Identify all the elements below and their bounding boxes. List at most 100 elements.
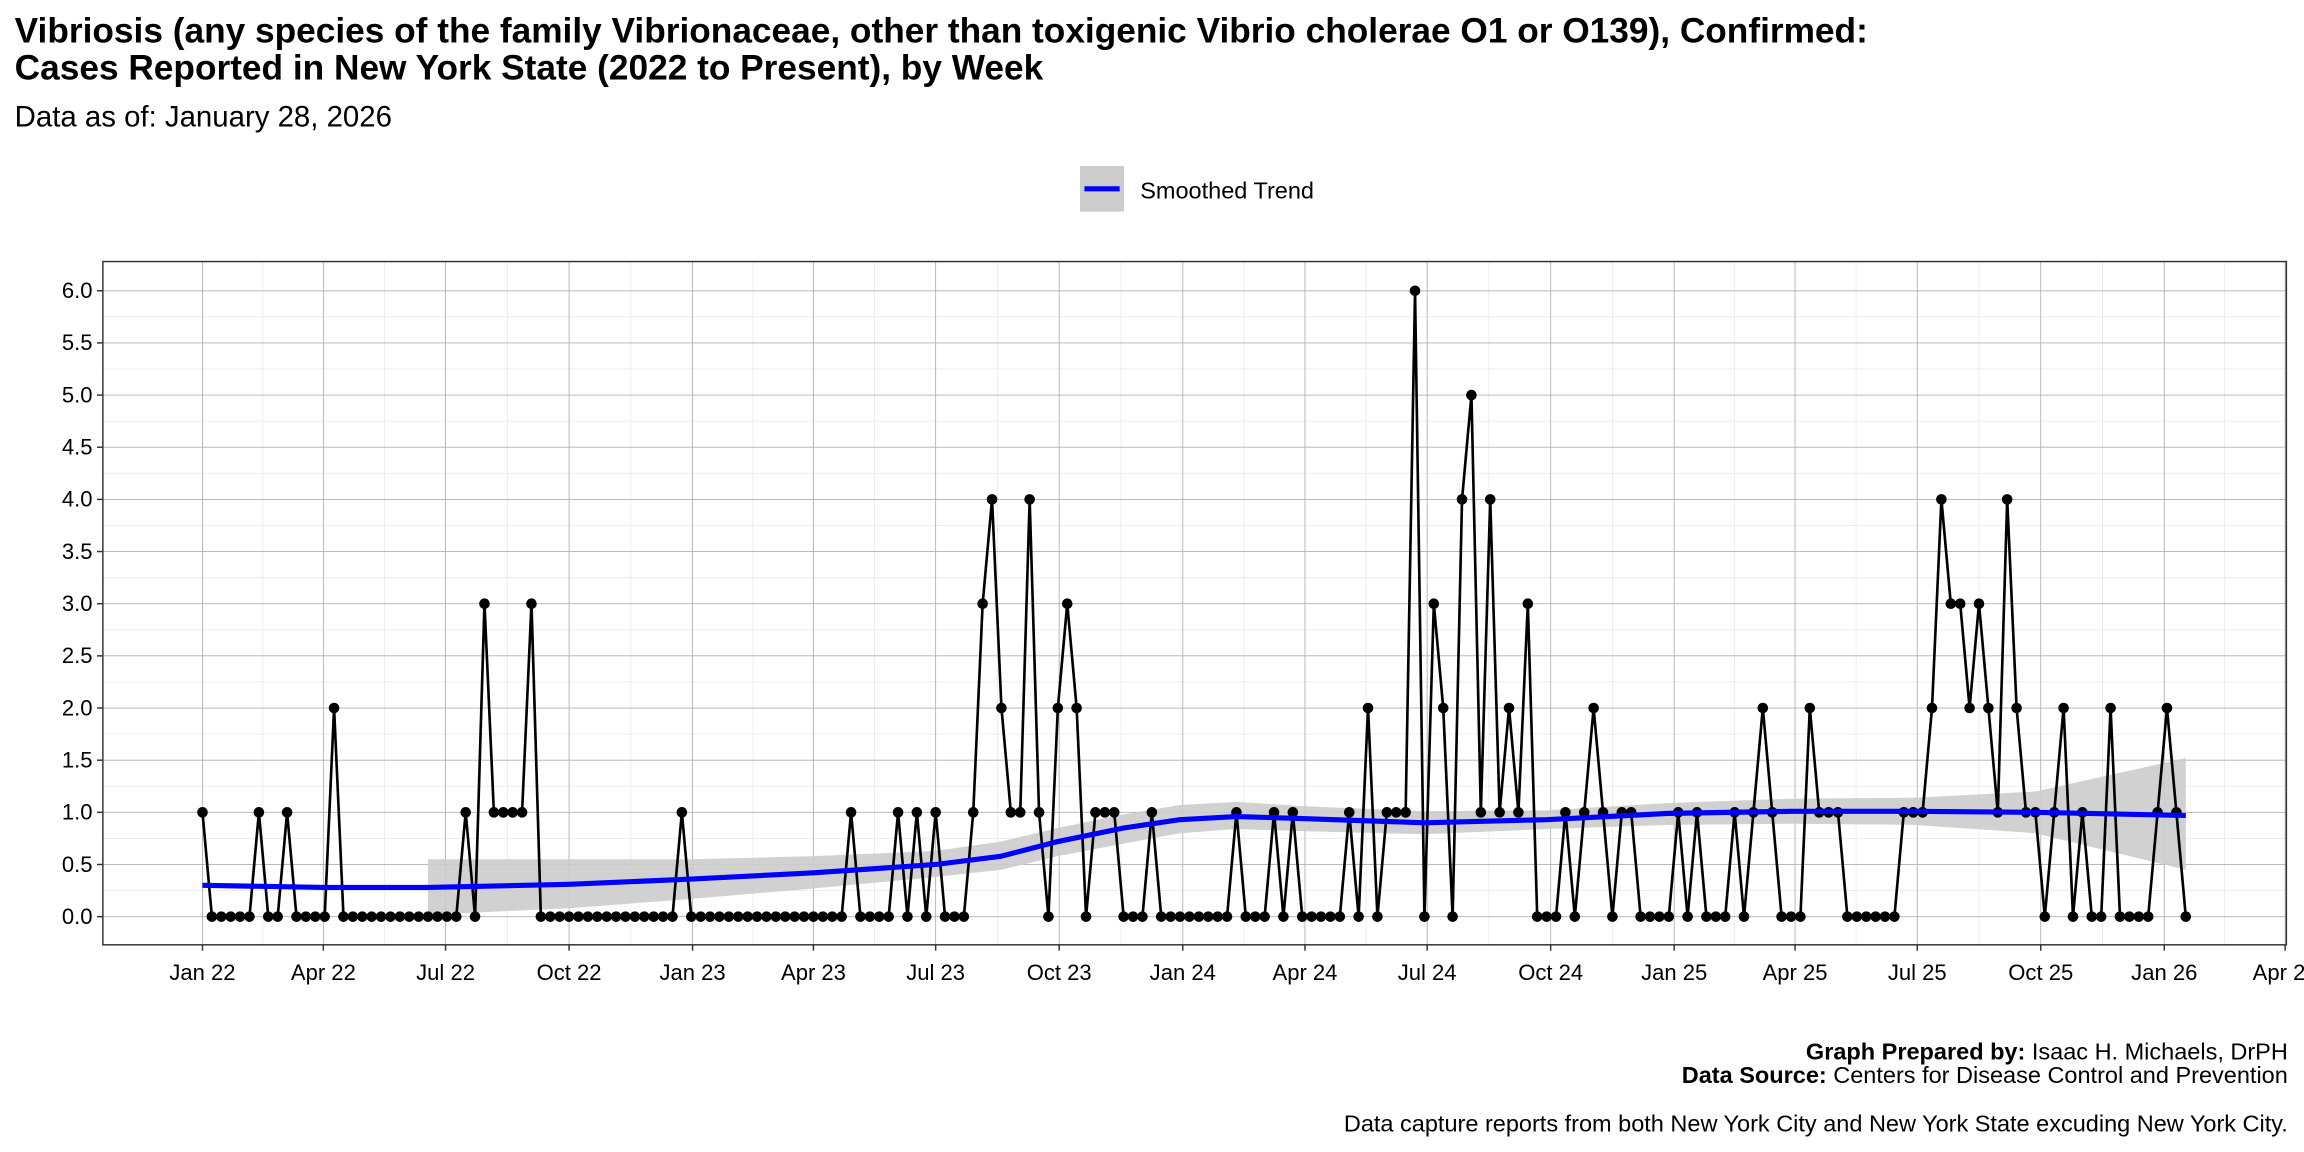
data-point xyxy=(507,807,518,818)
data-point xyxy=(1052,702,1064,714)
data-point xyxy=(826,911,838,922)
x-tick-label: Jul 22 xyxy=(416,960,475,985)
data-point xyxy=(328,702,340,714)
data-point xyxy=(1353,911,1364,922)
data-point xyxy=(1400,807,1411,818)
data-point xyxy=(1964,702,1975,714)
data-point xyxy=(883,911,894,922)
data-point xyxy=(1437,702,1449,714)
data-point xyxy=(855,911,866,922)
footer-note: Data capture reports from both New York … xyxy=(1344,1110,2288,1136)
data-point xyxy=(197,807,208,818)
data-point xyxy=(1879,911,1891,922)
footer-prepared: Graph Prepared by: Isaac H. Michaels, Dr… xyxy=(1806,1038,2288,1064)
x-tick-label: Jan 23 xyxy=(660,960,726,985)
data-point xyxy=(2039,911,2051,922)
data-point xyxy=(2086,911,2098,922)
data-point xyxy=(845,807,857,818)
data-point xyxy=(2133,911,2145,922)
data-point xyxy=(1390,807,1402,818)
data-point xyxy=(573,911,584,922)
y-tick-label: 3.5 xyxy=(62,539,93,564)
data-point xyxy=(385,911,396,922)
data-point xyxy=(1701,911,1712,922)
x-tick-label: Apr 25 xyxy=(1763,960,1828,985)
data-point xyxy=(629,911,641,922)
data-point xyxy=(375,911,387,922)
data-point xyxy=(1936,494,1947,505)
data-point xyxy=(244,911,255,922)
data-point xyxy=(422,911,434,922)
footer-source: Data Source: Centers for Disease Control… xyxy=(1682,1062,2288,1088)
data-point xyxy=(1550,911,1562,922)
data-point xyxy=(1296,911,1308,922)
data-point xyxy=(1278,911,1289,922)
data-point xyxy=(967,807,979,818)
data-point xyxy=(2161,702,2173,714)
data-point xyxy=(620,911,631,922)
data-point xyxy=(253,807,265,818)
data-point xyxy=(695,911,706,922)
data-point xyxy=(1578,807,1590,818)
data-point xyxy=(1202,911,1214,922)
y-tick-label: 2.0 xyxy=(62,695,93,720)
legend-label: Smoothed Trend xyxy=(1140,177,1314,203)
data-point xyxy=(610,911,622,922)
data-point xyxy=(1315,911,1327,922)
data-point xyxy=(1127,911,1139,922)
data-point xyxy=(206,911,218,922)
y-tick-label: 6.0 xyxy=(62,278,93,303)
data-point xyxy=(1738,911,1750,922)
data-point xyxy=(2124,911,2135,922)
data-point xyxy=(432,911,443,922)
data-point xyxy=(1259,911,1270,922)
data-point xyxy=(1428,598,1440,609)
data-point xyxy=(1795,911,1806,922)
data-point xyxy=(704,911,716,922)
data-point xyxy=(1212,911,1223,922)
data-point xyxy=(1503,702,1515,714)
data-point xyxy=(1644,911,1656,922)
data-point xyxy=(1419,911,1430,922)
data-point xyxy=(1362,702,1374,714)
data-point xyxy=(403,911,415,922)
data-point xyxy=(685,911,697,922)
x-tick-label: Oct 22 xyxy=(537,960,602,985)
data-point xyxy=(272,911,283,922)
x-tick-label: Oct 23 xyxy=(1027,960,1092,985)
data-point xyxy=(2011,702,2022,714)
data-point xyxy=(1484,494,1496,505)
data-point xyxy=(1842,911,1853,922)
data-point xyxy=(413,911,424,922)
data-point xyxy=(1635,911,1646,922)
data-point xyxy=(1945,598,1957,609)
data-point xyxy=(1851,911,1863,922)
data-point xyxy=(469,911,481,922)
data-point xyxy=(1155,911,1167,922)
data-point xyxy=(2105,702,2116,714)
data-point xyxy=(460,807,471,818)
x-tick-label: Oct 25 xyxy=(2008,960,2073,985)
data-point xyxy=(1381,807,1393,818)
trend-line xyxy=(202,808,2186,891)
data-point xyxy=(1531,911,1543,922)
data-point xyxy=(1541,911,1552,922)
y-tick-label: 0.0 xyxy=(62,904,93,929)
data-point xyxy=(808,911,819,922)
data-point xyxy=(544,911,556,922)
y-tick-label: 3.0 xyxy=(62,591,93,616)
data-point xyxy=(479,598,490,609)
x-tick-label: Apr 23 xyxy=(781,960,846,985)
data-point xyxy=(1184,911,1195,922)
data-point xyxy=(356,911,368,922)
data-point xyxy=(1287,807,1299,818)
footer-value: Isaac H. Michaels, DrPH xyxy=(2032,1038,2288,1064)
data-point xyxy=(601,911,612,922)
data-point xyxy=(1221,911,1233,922)
data-point xyxy=(996,702,1007,714)
data-point xyxy=(1343,807,1355,818)
data-point xyxy=(779,911,791,922)
data-point xyxy=(1860,911,1872,922)
data-point xyxy=(676,807,688,818)
